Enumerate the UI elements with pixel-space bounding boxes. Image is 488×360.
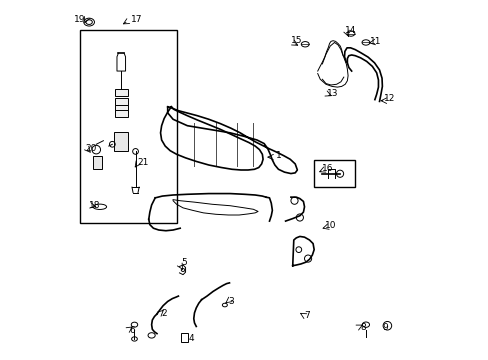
- Text: 5: 5: [181, 258, 186, 267]
- Text: 20: 20: [85, 144, 97, 153]
- Ellipse shape: [83, 18, 94, 26]
- Bar: [115, 111, 127, 117]
- FancyBboxPatch shape: [181, 333, 188, 342]
- Text: 10: 10: [324, 221, 335, 230]
- Ellipse shape: [131, 322, 138, 327]
- FancyBboxPatch shape: [313, 160, 354, 187]
- Text: 9: 9: [382, 323, 387, 332]
- Bar: [93, 156, 102, 169]
- Text: 8: 8: [360, 323, 365, 332]
- Text: 2: 2: [161, 310, 166, 319]
- Text: 15: 15: [290, 36, 302, 45]
- Ellipse shape: [86, 20, 92, 24]
- Text: 17: 17: [131, 15, 142, 24]
- Bar: [115, 98, 127, 105]
- FancyBboxPatch shape: [80, 30, 176, 223]
- Ellipse shape: [361, 40, 369, 45]
- Text: 11: 11: [369, 37, 381, 46]
- Bar: [115, 105, 127, 112]
- Ellipse shape: [93, 204, 106, 210]
- Text: 14: 14: [345, 26, 356, 35]
- Text: 21: 21: [137, 158, 148, 167]
- Text: 16: 16: [321, 164, 333, 173]
- Ellipse shape: [362, 322, 369, 327]
- Ellipse shape: [181, 269, 184, 271]
- Ellipse shape: [222, 303, 227, 307]
- Text: 18: 18: [89, 201, 101, 210]
- Text: 19: 19: [74, 15, 86, 24]
- Ellipse shape: [148, 333, 155, 338]
- Text: 6: 6: [129, 325, 135, 334]
- Text: 1: 1: [275, 151, 281, 160]
- Text: 7: 7: [304, 311, 309, 320]
- Text: 12: 12: [383, 94, 394, 103]
- Text: 13: 13: [326, 89, 338, 98]
- Text: 3: 3: [227, 297, 233, 306]
- Bar: [114, 132, 128, 152]
- Ellipse shape: [131, 337, 137, 341]
- Ellipse shape: [301, 41, 308, 47]
- Bar: [115, 89, 127, 96]
- Text: 4: 4: [188, 334, 193, 343]
- Ellipse shape: [346, 31, 354, 36]
